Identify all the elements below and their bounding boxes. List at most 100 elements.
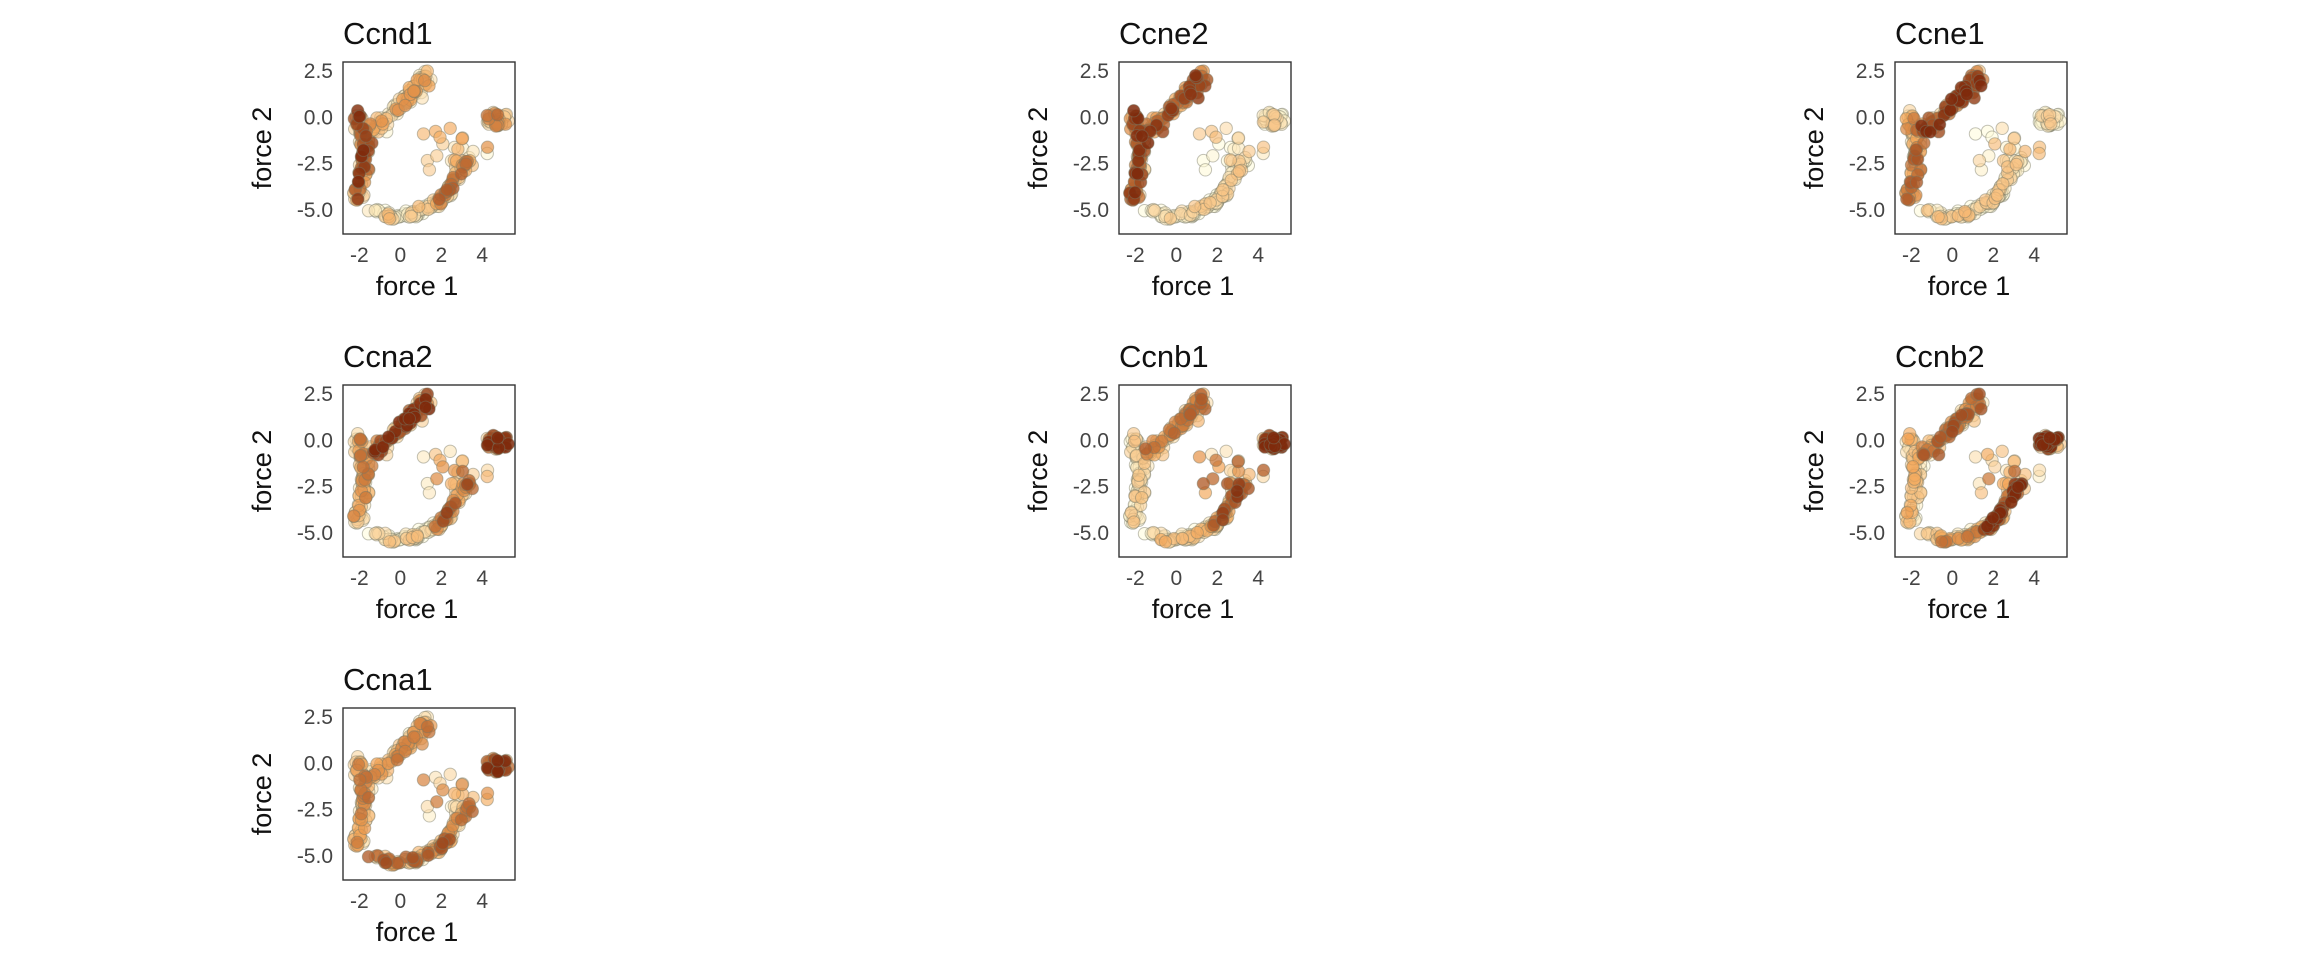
y-tick-label: -2.5 [1073, 153, 1109, 176]
x-tick-label: 4 [476, 567, 488, 590]
point-ccnb2 [2007, 464, 2022, 478]
point-ccnd1 [382, 212, 397, 226]
point-ccnb1 [1196, 476, 1211, 491]
panel-title: Ccna1 [343, 662, 433, 697]
point-ccna1 [447, 786, 462, 801]
y-axis-label: force 2 [247, 430, 277, 513]
x-tick-label: -2 [1902, 567, 1921, 590]
point-ccne1 [1932, 117, 1947, 132]
point-ccnb2 [1974, 486, 1989, 500]
panel-ccnb1: Ccnb1 -2 0 2 4 2.5 0.0 -2.5 -5.0 force 1 force 2 [1023, 339, 1292, 624]
x-tick-label: -2 [350, 567, 369, 590]
y-tick-label: 2.5 [1080, 60, 1109, 83]
point-ccnd1 [454, 167, 469, 181]
plot-frame [1894, 384, 2068, 558]
y-tick-label: 0.0 [1856, 106, 1885, 129]
point-ccnb1 [1216, 513, 1230, 527]
point-ccna2 [368, 526, 382, 541]
point-ccnb2 [1988, 460, 2002, 474]
point-ccne1 [1944, 92, 1959, 106]
point-ccna2 [460, 477, 474, 492]
point-ccne2 [1192, 127, 1207, 141]
point-ccne1 [1974, 79, 1988, 93]
point-ccna2 [402, 412, 416, 426]
x-tick-label: 2 [1987, 567, 1999, 590]
point-ccnb2 [1982, 472, 1996, 486]
point-ccnd1 [440, 183, 454, 197]
plot-frame [1894, 61, 2068, 235]
point-ccna2 [359, 491, 373, 505]
point-ccne1 [1909, 175, 1924, 190]
x-tick-label: 2 [435, 567, 447, 590]
point-ccna1 [420, 719, 435, 734]
point-ccna2 [376, 440, 390, 454]
point-ccnb1 [1127, 515, 1141, 529]
point-ccne2 [1132, 143, 1147, 157]
point-ccnb1 [1183, 407, 1198, 422]
x-tick-label: -2 [350, 244, 369, 267]
y-tick-label: -5.0 [297, 845, 333, 868]
point-ccna1 [421, 848, 435, 863]
point-ccnd1 [490, 108, 505, 122]
x-axis-label: force 1 [1152, 594, 1235, 624]
point-ccnd1 [443, 121, 457, 136]
point-ccna2 [418, 400, 433, 414]
point-ccne2 [1164, 101, 1179, 116]
x-tick-label: 4 [2028, 244, 2040, 267]
x-tick-label: -2 [1126, 244, 1145, 267]
point-ccne2 [1163, 211, 1178, 226]
y-tick-label: -2.5 [297, 476, 333, 499]
panel-ccnd1: Ccnd1 -2 0 2 4 2.5 0.0 -2.5 -5.0 force 1 force 2 [247, 16, 516, 301]
point-ccne2 [1128, 185, 1142, 200]
y-axis-label: force 2 [247, 107, 277, 190]
panel-title: Ccnb1 [1119, 339, 1209, 374]
point-ccnb2 [1960, 530, 1975, 544]
point-ccna2 [443, 444, 457, 458]
point-ccnd1 [432, 192, 446, 207]
point-ccnd1 [351, 175, 366, 189]
point-ccnb1 [1230, 484, 1244, 498]
point-ccna2 [347, 509, 361, 523]
point-ccnb1 [1127, 434, 1142, 449]
x-tick-label: -2 [1902, 244, 1921, 267]
point-ccna1 [361, 850, 376, 864]
point-ccnb2 [1933, 430, 1948, 444]
point-ccna1 [455, 777, 469, 792]
x-tick-label: -2 [1126, 567, 1145, 590]
point-ccnb2 [2004, 495, 2018, 510]
y-tick-label: -2.5 [297, 799, 333, 822]
x-axis-label: force 1 [376, 271, 459, 301]
y-tick-label: -2.5 [1073, 476, 1109, 499]
y-tick-label: 2.5 [304, 383, 333, 406]
point-ccne2 [1267, 118, 1282, 132]
point-ccne2 [1135, 129, 1149, 143]
x-tick-label: 2 [1987, 244, 1999, 267]
point-ccnd1 [455, 131, 469, 146]
point-ccne1 [1920, 203, 1935, 218]
x-axis-label: force 1 [376, 917, 459, 947]
point-ccnd1 [352, 109, 366, 124]
point-ccne2 [1203, 195, 1217, 210]
y-tick-label: -5.0 [1073, 199, 1109, 222]
point-ccne1 [1909, 143, 1923, 157]
point-ccnd1 [398, 98, 412, 113]
point-ccna1 [490, 754, 505, 768]
x-tick-label: 0 [394, 890, 406, 913]
x-tick-label: 0 [1946, 244, 1958, 267]
point-ccnb2 [1995, 444, 2009, 458]
point-ccna2 [353, 432, 367, 446]
point-ccna1 [351, 757, 366, 772]
x-tick-label: 4 [1252, 567, 1264, 590]
point-ccnb1 [1132, 468, 1146, 482]
x-tick-label: 0 [394, 567, 406, 590]
y-tick-label: -5.0 [297, 199, 333, 222]
point-ccna2 [480, 469, 494, 484]
point-ccnd1 [407, 84, 421, 98]
panel-ccne1: Ccne1 -2 0 2 4 2.5 0.0 -2.5 -5.0 force 1 force 2 [1799, 16, 2068, 301]
point-ccne1 [1990, 188, 2005, 202]
panel-title: Ccna2 [343, 339, 433, 374]
x-tick-label: 4 [476, 244, 488, 267]
y-tick-label: 0.0 [1080, 106, 1109, 129]
x-axis-label: force 1 [1928, 594, 2011, 624]
